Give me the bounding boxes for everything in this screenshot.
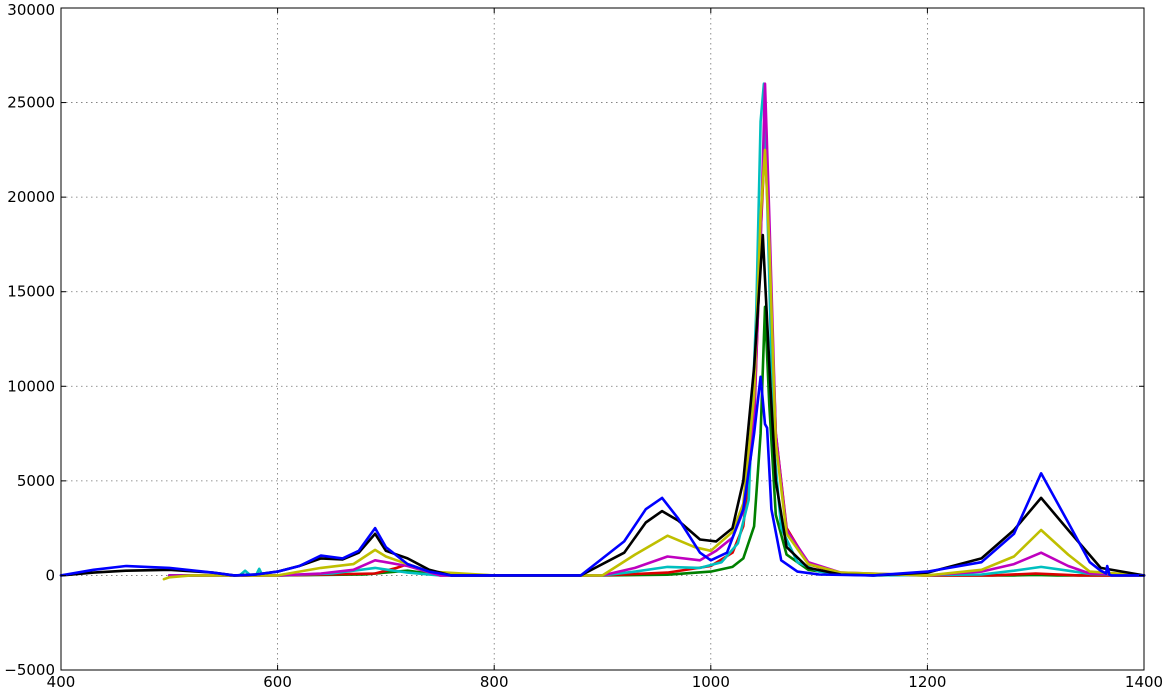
series-line-blue xyxy=(59,375,1146,577)
x-tick-label: 1200 xyxy=(908,673,946,690)
x-tick-label: 400 xyxy=(47,673,76,690)
x-tick-label: 600 xyxy=(263,673,292,690)
series-layer xyxy=(59,82,1146,581)
y-tick-label: 0 xyxy=(45,566,55,584)
y-tick-label: 5000 xyxy=(17,472,55,490)
y-tick-label: 20000 xyxy=(7,188,55,206)
plot-frame xyxy=(60,7,1145,671)
y-tick-label: 10000 xyxy=(7,377,55,395)
series-line-yellow xyxy=(162,148,1146,581)
x-tick-label: 800 xyxy=(480,673,509,690)
y-tick-label: 25000 xyxy=(7,94,55,112)
series-line-green xyxy=(168,305,1146,577)
series-line-black xyxy=(59,233,1146,577)
axis-ticks: 400 600 800 1000 1200 1400 −5000 0 5000 10000 1500… xyxy=(4,1,1163,690)
y-tick-label: 30000 xyxy=(7,1,55,19)
x-tick-label: 1000 xyxy=(692,673,730,690)
y-tick-label: 15000 xyxy=(7,283,55,301)
series-line-red xyxy=(168,139,1146,577)
y-tick-label: −5000 xyxy=(4,661,55,679)
x-tick-label: 1400 xyxy=(1125,673,1163,690)
